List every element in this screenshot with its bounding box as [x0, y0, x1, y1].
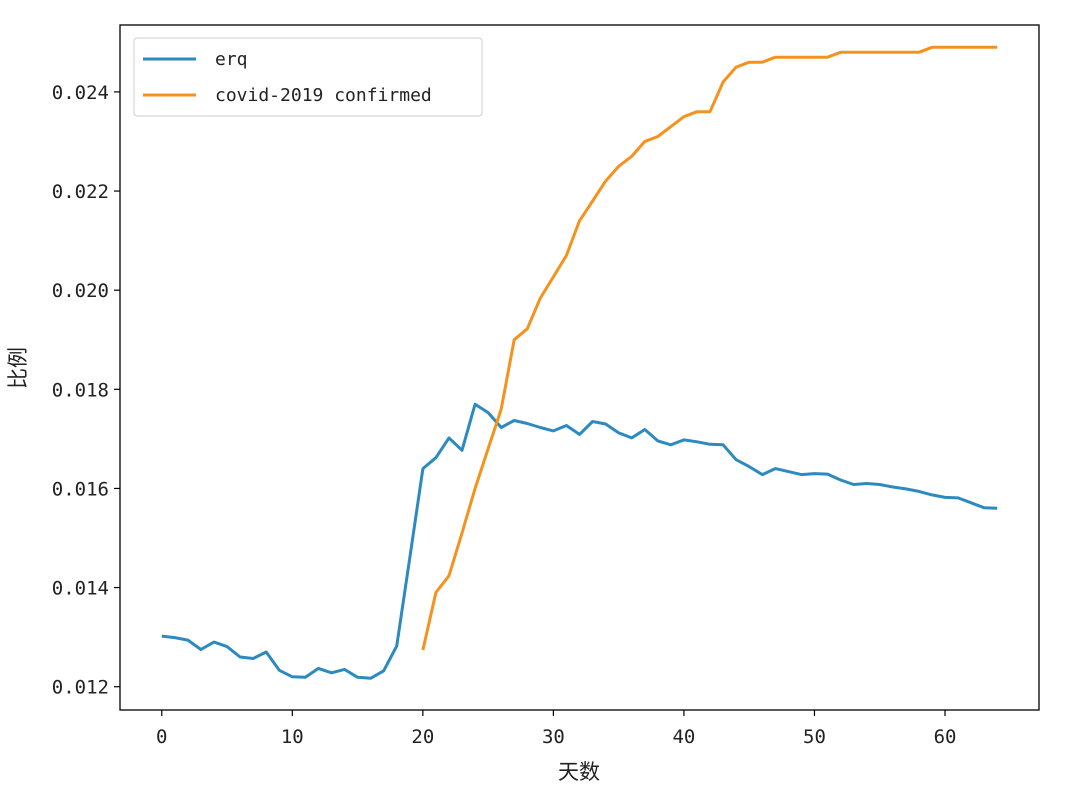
- x-tick-label: 10: [281, 726, 304, 748]
- series-line-covid-2019-confirmed: [421, 45, 998, 651]
- series-line-erq: [161, 402, 998, 680]
- x-tick-label: 60: [934, 726, 957, 748]
- legend-label-erq: erq: [215, 49, 248, 70]
- x-axis-label: 天数: [558, 760, 600, 784]
- y-tick-label: 0.016: [52, 478, 109, 500]
- x-axis: 0 10 20 30 40 50 60: [156, 710, 956, 748]
- y-tick-label: 0.012: [52, 677, 109, 699]
- legend-label-covid: covid-2019 confirmed: [215, 85, 432, 106]
- y-tick-label: 0.022: [52, 181, 109, 203]
- series-lines: [161, 45, 998, 680]
- legend: erq covid-2019 confirmed: [133, 37, 483, 117]
- x-tick-label: 40: [672, 726, 695, 748]
- x-tick-label: 20: [411, 726, 434, 748]
- y-axis: 0.012 0.014 0.016 0.018 0.020 0.022 0.024: [52, 82, 120, 699]
- x-tick-label: 30: [542, 726, 565, 748]
- plot-area: [119, 24, 1040, 711]
- y-tick-label: 0.018: [52, 379, 109, 401]
- y-axis-label: 比例: [6, 347, 30, 389]
- x-tick-label: 50: [803, 726, 826, 748]
- legend-box: [133, 37, 483, 117]
- y-tick-label: 0.014: [52, 578, 109, 600]
- x-tick-label: 0: [156, 726, 167, 748]
- y-tick-label: 0.024: [52, 82, 109, 104]
- y-tick-label: 0.020: [52, 280, 109, 302]
